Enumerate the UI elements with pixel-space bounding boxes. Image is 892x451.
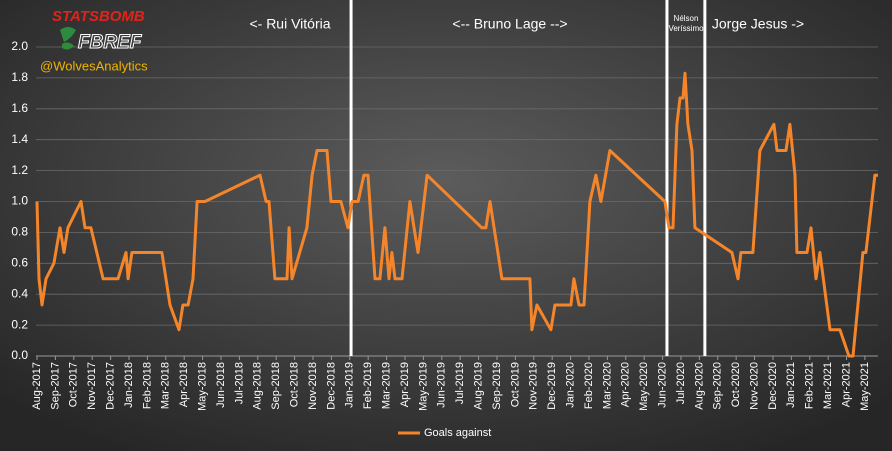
logo-statsbomb: STATSBOMB (52, 8, 145, 25)
x-tick-label: Nov-2018 (307, 362, 319, 410)
x-tick-label: May-2019 (417, 362, 429, 411)
y-tick-label: 1.2 (11, 163, 28, 177)
y-tick-label: 1.0 (11, 194, 28, 208)
y-tick-label: 1.8 (11, 70, 28, 84)
x-tick-label: Jan-2019 (344, 362, 356, 408)
x-tick-label: Jul-2019 (454, 362, 466, 404)
x-tick-label: Mar-2021 (822, 362, 834, 409)
logo-fbref: FBREF (78, 32, 143, 53)
x-tick-label: Apr-2018 (178, 362, 190, 407)
annotation: <- Rui Vitória (249, 16, 330, 32)
x-tick-label: Feb-2018 (141, 362, 153, 409)
handle: @WolvesAnalytics (40, 58, 148, 73)
x-tick-label: Feb-2020 (583, 362, 595, 409)
y-tick-label: 0.6 (11, 255, 28, 269)
y-tick-label: 0.4 (11, 286, 28, 300)
x-tick-label: Aug-2020 (693, 362, 705, 410)
x-tick-label: Sep-2018 (270, 362, 282, 410)
x-tick-label: May-2020 (638, 362, 650, 411)
y-tick-label: 1.6 (11, 101, 28, 115)
fbref-leaf (60, 27, 76, 50)
x-tick-label: Dec-2018 (325, 362, 337, 410)
labels: 0.0 0.2 0.4 0.6 0.8 1.0 1.2 1.4 1.6 1.8 2.0 Aug-201… (11, 14, 871, 439)
x-tick-label: Dec-2019 (546, 362, 558, 410)
y-tick-label: 0.2 (11, 317, 28, 331)
annotation: <-- Bruno Lage --> (452, 16, 567, 32)
legend-label: Goals against (424, 427, 491, 439)
x-tick-label: Oct-2020 (730, 362, 742, 407)
x-tick-label: Sep-2017 (49, 362, 61, 410)
x-tick-label: Oct-2019 (509, 362, 521, 407)
x-tick-label: Apr-2020 (620, 362, 632, 407)
x-tick-label: Aug-2018 (252, 362, 264, 410)
x-tick-label: Jul-2018 (233, 362, 245, 404)
x-tick-label: Aug-2017 (31, 362, 43, 410)
x-tick-label: Dec-2020 (767, 362, 779, 410)
x-tick-label: Jun-2019 (436, 362, 448, 408)
grid (36, 46, 878, 360)
line-series (35, 71, 878, 358)
x-tick-label: Oct-2018 (288, 362, 300, 407)
x-tick-label: Feb-2019 (362, 362, 374, 409)
annotation: Veríssimo (668, 24, 704, 33)
x-tick-label: Oct-2017 (68, 362, 80, 407)
x-tick-label: Jan-2018 (123, 362, 135, 408)
y-tick-label: 0.8 (11, 225, 28, 239)
y-tick-label: 1.4 (11, 132, 28, 146)
y-tick-label: 2.0 (11, 39, 28, 53)
x-tick-label: Mar-2019 (380, 362, 392, 409)
marks (35, 0, 878, 358)
x-tick-label: Apr-2019 (399, 362, 411, 407)
x-tick-label: Aug-2019 (472, 362, 484, 410)
x-tick-label: Mar-2018 (160, 362, 172, 409)
x-tick-label: Jun-2020 (656, 362, 668, 408)
x-tick-label: Jun-2018 (215, 362, 227, 408)
x-tick-label: Feb-2021 (804, 362, 816, 409)
x-tick-label: Apr-2021 (840, 362, 852, 407)
x-tick-label: Sep-2020 (712, 362, 724, 410)
annotation: Jorge Jesus -> (712, 16, 804, 32)
x-tick-label: Sep-2019 (491, 362, 503, 410)
x-tick-label: Nov-2017 (86, 362, 98, 410)
x-tick-label: Mar-2020 (601, 362, 613, 409)
x-tick-label: May-2018 (196, 362, 208, 411)
x-tick-label: Dec-2017 (105, 362, 117, 410)
annotation: Nélson (674, 14, 699, 23)
x-tick-label: Jan-2021 (785, 362, 797, 408)
x-tick-label: Jan-2020 (564, 362, 576, 408)
x-tick-label: Jul-2020 (675, 362, 687, 404)
x-tick-label: Nov-2019 (528, 362, 540, 410)
x-tick-label: May-2021 (859, 362, 871, 411)
x-tick-label: Nov-2020 (748, 362, 760, 410)
y-tick-label: 0.0 (11, 348, 28, 362)
